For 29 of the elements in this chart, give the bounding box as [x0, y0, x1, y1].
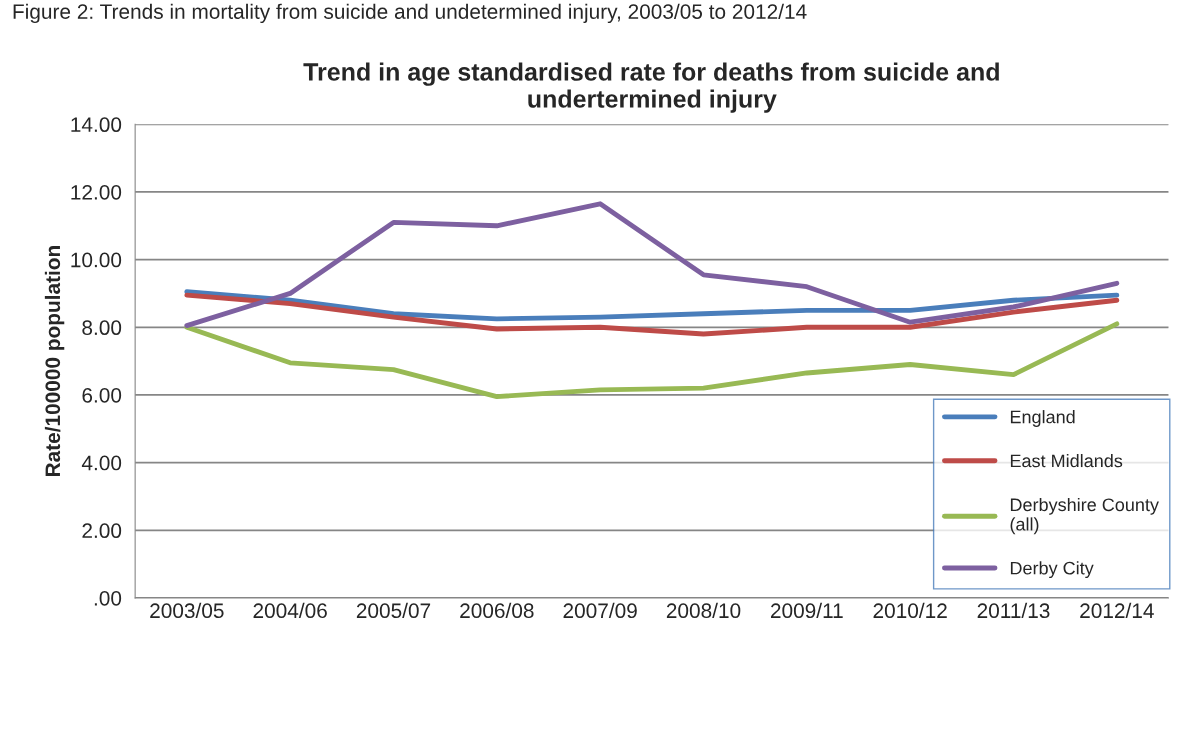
legend-label: Derbyshire County (all): [1010, 497, 1159, 535]
legend-label: East Midlands: [1010, 453, 1123, 468]
y-tick-label: 4.00: [81, 455, 122, 471]
line-series: [184, 292, 1120, 337]
line-series: [184, 321, 1120, 400]
x-tick-label: 2004/06: [253, 602, 327, 619]
y-tick-label: 14.00: [71, 117, 122, 133]
y-tick-label: 2.00: [82, 523, 122, 539]
y-tick-label: 8.00: [82, 320, 122, 336]
line-series: [184, 289, 1120, 322]
x-tick-label: 2006/08: [460, 602, 534, 619]
x-tick-label: 2011/13: [977, 602, 1050, 619]
legend-label: England: [1010, 410, 1075, 427]
x-tick-label: 2010/12: [873, 602, 947, 619]
y-tick-label: .00: [94, 590, 122, 606]
x-tick-label: 2012/14: [1080, 602, 1154, 619]
y-axis-title: Rate/100000 population: [44, 246, 65, 477]
legend-label: Derby City: [1010, 561, 1094, 579]
x-tick-label: 2005/07: [356, 602, 431, 619]
y-tick-label: 10.00: [71, 252, 122, 268]
y-tick-label: 12.00: [71, 184, 122, 200]
caption: Figure 2: Trends in mortality from suicide and undetermined injury, 2003/05 to 2012/14: [13, 3, 807, 24]
y-tick-label: 6.00: [82, 387, 122, 403]
x-tick-label: 2003/05: [150, 602, 224, 619]
chart-title: Trend in age standardised rate for deaths from suicide and undertermined injury: [303, 62, 999, 113]
x-tick-label: 2007/09: [563, 602, 637, 619]
x-tick-label: 2008/10: [666, 602, 741, 619]
x-tick-label: 2009/11: [770, 602, 843, 619]
line-series: [184, 201, 1120, 329]
